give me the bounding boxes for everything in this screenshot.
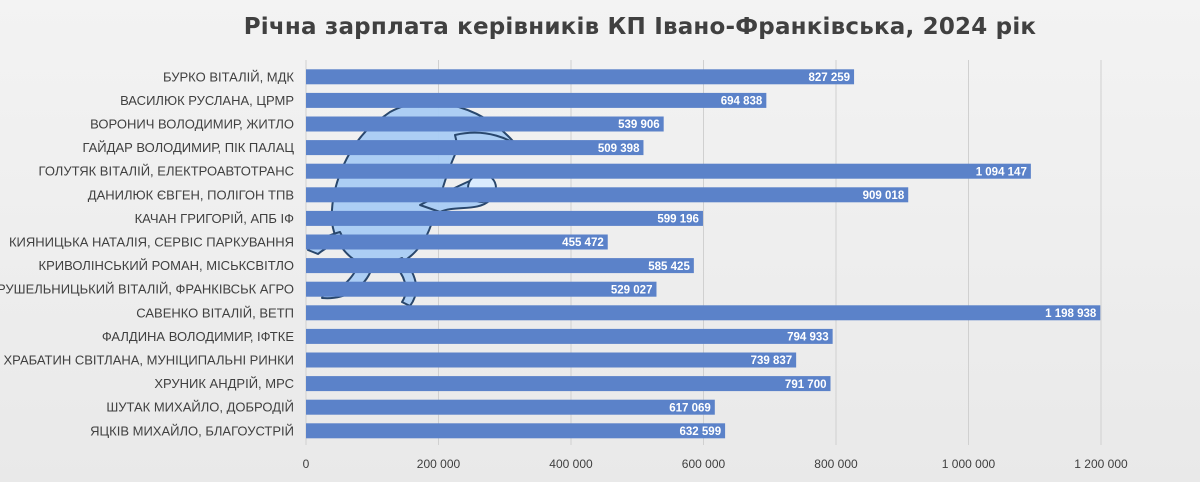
data-label: 455 472 xyxy=(562,237,604,249)
x-tick-label: 400 000 xyxy=(549,457,593,471)
category-label: БУРКО ВІТАЛІЙ, МДК xyxy=(163,69,294,84)
bar xyxy=(306,423,726,439)
data-label: 509 398 xyxy=(598,143,640,155)
data-label: 694 838 xyxy=(721,96,763,108)
bar xyxy=(306,328,833,344)
x-tick-label: 0 xyxy=(303,457,310,471)
x-tick-label: 1 000 000 xyxy=(942,457,996,471)
category-label: САВЕНКО ВІТАЛІЙ, ВЕТП xyxy=(136,305,294,320)
data-label: 539 906 xyxy=(618,119,660,131)
x-tick-label: 600 000 xyxy=(682,457,726,471)
category-label: ХРАБАТИН СВІТЛАНА, МУНІЦИПАЛЬНІ РИНКИ xyxy=(4,353,294,368)
bars xyxy=(306,69,1101,439)
data-label: 827 259 xyxy=(808,72,850,84)
data-label: 599 196 xyxy=(657,214,699,226)
data-label: 1 094 147 xyxy=(976,166,1027,178)
data-label: 791 700 xyxy=(785,379,827,391)
value-labels: 827 259 694 838 539 906 509 398 1 094 147 909… xyxy=(562,72,1097,438)
category-label: ФАЛДИНА ВОЛОДИМИР, ІФТКЕ xyxy=(102,329,295,344)
bar xyxy=(306,187,909,203)
data-label: 794 933 xyxy=(787,332,829,344)
bar xyxy=(306,163,1031,179)
data-label: 617 069 xyxy=(669,402,711,414)
data-label: 739 837 xyxy=(751,355,793,367)
bar xyxy=(306,305,1101,321)
category-label: ГОЛУТЯК ВІТАЛІЙ, ЕЛЕКТРОАВТОТРАНС xyxy=(39,164,294,179)
data-label: 1 198 938 xyxy=(1045,308,1097,320)
category-label: КИЯНИЦЬКА НАТАЛІЯ, СЕРВІС ПАРКУВАННЯ xyxy=(9,235,294,250)
category-label: ВАСИЛЮК РУСЛАНА, ЦРМР xyxy=(120,93,294,108)
bar xyxy=(306,281,657,297)
bar xyxy=(306,399,715,415)
chart-title: Річна зарплата керівників КП Івано-Франк… xyxy=(243,14,1037,40)
bar xyxy=(306,92,767,108)
category-label: ХРУНИК АНДРІЙ, МРС xyxy=(154,376,294,391)
data-label: 632 599 xyxy=(680,426,722,438)
bar xyxy=(306,352,797,368)
bar xyxy=(306,69,855,85)
category-label: ШУТАК МИХАЙЛО, ДОБРОДІЙ xyxy=(106,400,294,415)
x-tick-label: 800 000 xyxy=(814,457,858,471)
category-label: ДАНИЛЮК ЄВГЕН, ПОЛІГОН ТПВ xyxy=(88,187,294,202)
category-label: ЯЦКІВ МИХАЙЛО, БЛАГОУСТРІЙ xyxy=(90,423,294,438)
data-label: 529 027 xyxy=(611,284,653,296)
bar xyxy=(306,234,608,250)
bar xyxy=(306,210,703,226)
x-tick-label: 1 200 000 xyxy=(1074,457,1128,471)
bar xyxy=(306,376,831,392)
category-label: КРУШЕЛЬНИЦЬКИЙ ВІТАЛІЙ, ФРАНКІВСЬК АГРО xyxy=(0,282,294,297)
bar xyxy=(306,116,664,132)
x-axis-tick-labels: 0 200 000 400 000 600 000 800 000 1 000 000 1 … xyxy=(303,457,1128,471)
category-label: КРИВОЛІНСЬКИЙ РОМАН, МІСЬКСВІТЛО xyxy=(39,258,294,273)
bar xyxy=(306,140,644,156)
category-label: ГАЙДАР ВОЛОДИМИР, ПІК ПАЛАЦ xyxy=(82,140,294,155)
bar xyxy=(306,258,694,274)
data-label: 909 018 xyxy=(863,190,905,202)
category-labels: БУРКО ВІТАЛІЙ, МДК ВАСИЛЮК РУСЛАНА, ЦРМР В… xyxy=(0,69,294,438)
category-label: ВОРОНИЧ ВОЛОДИМИР, ЖИТЛО xyxy=(90,117,294,132)
mascot-watermark-illustration xyxy=(307,101,525,307)
category-label: КАЧАН ГРИГОРІЙ, АПБ ІФ xyxy=(135,211,295,226)
x-tick-label: 200 000 xyxy=(417,457,461,471)
data-label: 585 425 xyxy=(648,261,690,273)
